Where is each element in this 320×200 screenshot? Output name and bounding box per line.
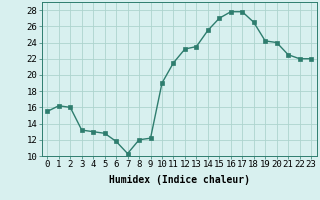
X-axis label: Humidex (Indice chaleur): Humidex (Indice chaleur) (109, 175, 250, 185)
